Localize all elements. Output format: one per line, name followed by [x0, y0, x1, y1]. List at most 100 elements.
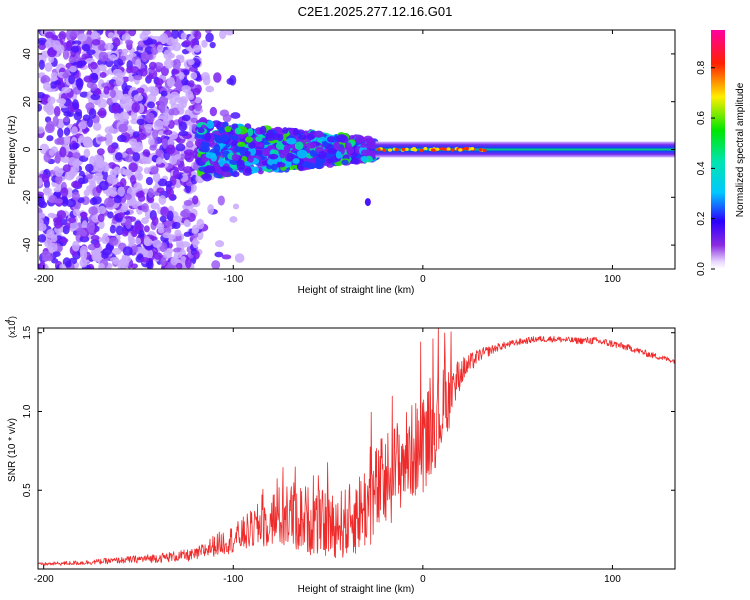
heatmap-cell: [141, 217, 149, 224]
heatmap-cell: [262, 148, 270, 157]
heatmap-cell: [54, 174, 63, 185]
heatmap-cell: [188, 80, 195, 88]
heatmap-cell: [344, 142, 352, 151]
heatmap-cell: [174, 97, 184, 104]
heatmap-cell: [204, 30, 212, 34]
heatmap-cell: [86, 49, 96, 55]
heatmap-cell: [63, 117, 70, 123]
heatmap-cell: [155, 78, 164, 86]
colorbar-label: Normalized spectral amplitude: [735, 82, 746, 217]
heatmap-cell: [77, 197, 85, 204]
heatmap-cell: [102, 247, 112, 256]
heatmap-cell: [108, 237, 119, 246]
heatmap-cell: [184, 149, 195, 156]
heatmap-cell: [63, 127, 71, 136]
heatmap-cell: [204, 165, 216, 174]
heatmap-cell: [72, 99, 79, 110]
heatmap-cell: [194, 104, 202, 112]
heatmap-cell: [205, 85, 215, 93]
heatmap-cell: [125, 218, 132, 230]
heatmap-cell: [160, 206, 170, 217]
heatmap-cell: [197, 127, 205, 134]
heatmap-cell: [173, 215, 183, 223]
heatmap-cell: [150, 86, 159, 97]
heatmap-cell: [175, 262, 183, 269]
heatmap-cell: [88, 206, 99, 216]
heatmap-cell: [313, 130, 324, 138]
heatmap-cell: [244, 167, 252, 174]
heatmap-cell: [138, 229, 145, 238]
carrier-line-band: [375, 141, 675, 158]
heatmap-cell: [230, 112, 241, 119]
heatmap-cell: [93, 122, 102, 131]
x-tick-label: -200: [34, 274, 54, 285]
heatmap-cell: [97, 64, 107, 72]
heatmap-cell: [163, 129, 173, 136]
heatmap-cell: [270, 163, 278, 171]
heatmap-cell: [232, 203, 240, 210]
heatmap-cell: [72, 208, 81, 217]
heatmap-cell: [44, 62, 53, 72]
heatmap-cell: [98, 51, 109, 62]
heatmap-cell: [180, 32, 187, 40]
heatmap-cell: [98, 263, 105, 269]
heatmap-cell: [144, 123, 154, 130]
heatmap-cell: [231, 153, 240, 161]
heatmap-cell: [79, 211, 88, 218]
heatmap-cell: [128, 162, 138, 173]
heatmap-cell: [187, 58, 195, 66]
heatmap-cell: [147, 187, 154, 199]
heatmap-cell: [78, 121, 87, 130]
heatmap-cell: [143, 225, 150, 233]
heatmap-cell: [296, 149, 308, 159]
heatmap-cell: [50, 72, 58, 79]
heatmap-cell: [178, 71, 185, 80]
heatmap-cell: [38, 92, 46, 99]
heatmap-cell: [183, 231, 192, 237]
heatmap-cell: [136, 87, 145, 94]
heatmap-cell: [121, 202, 129, 213]
heatmap-cell: [213, 143, 221, 153]
heatmap-cell: [117, 261, 126, 269]
heatmap-cell: [85, 163, 94, 173]
heatmap-cell: [209, 41, 216, 49]
heatmap-cell: [139, 32, 149, 41]
heatmap-cell: [52, 251, 61, 257]
heatmap-cell: [247, 155, 254, 163]
heatmap-cell: [171, 107, 180, 116]
heatmap-cell: [104, 126, 115, 135]
heatmap-cell: [219, 30, 227, 40]
y-tick-label: -20: [22, 190, 33, 205]
heatmap-cell: [255, 136, 263, 143]
x-tick-label: 0: [420, 274, 426, 285]
heatmap-cell: [130, 118, 139, 125]
heatmap-cell: [145, 176, 154, 186]
heatmap-cell: [193, 249, 200, 260]
heatmap-cell: [131, 142, 141, 153]
heatmap-cell: [218, 157, 225, 167]
heatmap-cell: [140, 67, 148, 77]
heatmap-cell: [185, 257, 192, 269]
heatmap-cell: [365, 155, 373, 163]
heatmap-cell: [306, 133, 315, 140]
heatmap-cell: [163, 250, 172, 259]
heatmap-cell: [119, 178, 127, 188]
heatmap-cell: [190, 117, 198, 123]
heatmap-cell: [68, 74, 75, 85]
heatmap-cell: [259, 125, 267, 135]
heatmap-cell: [183, 199, 193, 207]
heatmap-cell: [48, 148, 55, 156]
heatmap-cell: [47, 96, 56, 105]
figure-title: C2E1.2025.277.12.16.G01: [298, 4, 453, 19]
heatmap-cell: [65, 30, 72, 41]
heatmap-peak: [376, 148, 381, 152]
heatmap-cell: [133, 74, 143, 81]
heatmap-cell: [91, 250, 99, 262]
x-tick-label: 100: [604, 274, 621, 285]
heatmap-cell: [93, 242, 101, 249]
heatmap-cell: [193, 44, 201, 53]
heatmap-cell: [52, 40, 61, 51]
y-tick-label: 1.0: [22, 404, 33, 418]
heatmap-cell: [102, 163, 110, 173]
